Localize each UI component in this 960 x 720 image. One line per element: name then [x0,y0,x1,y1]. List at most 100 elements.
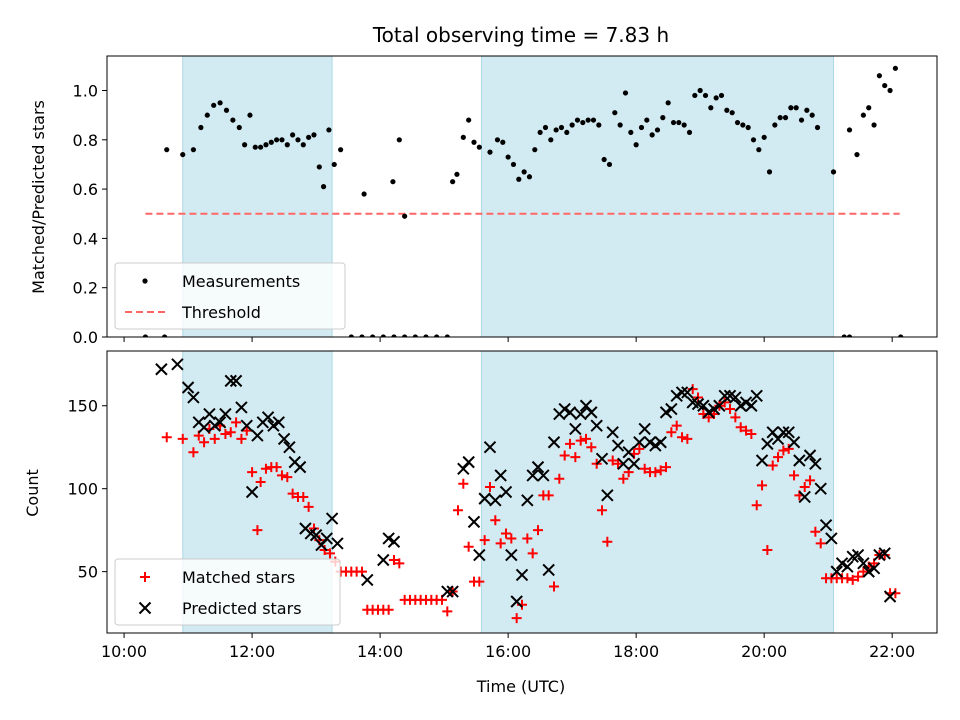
x-tick-label: 16:00 [485,642,531,661]
matched-stars-point [543,490,554,501]
predicted-stars-point [713,399,726,412]
predicted-stars-point [745,399,758,412]
measurement-point [211,102,217,108]
measurement-point [402,213,408,219]
x-tick-label: 18:00 [613,642,659,661]
matched-stars-point [511,613,522,624]
measurement-point [660,115,666,121]
x-tick-label: 22:00 [869,642,915,661]
predicted-stars-point [224,374,237,388]
matched-stars-point [241,425,252,436]
matched-stars-point [209,433,220,444]
predicted-stars-point [331,537,344,550]
measurement-point [316,164,322,170]
predicted-stars-point [755,454,769,467]
matched-stars-point [559,450,570,461]
measurement-point [204,112,210,118]
matched-stars-point [231,417,242,428]
measurement-point [505,154,511,160]
predicted-stars-point [814,482,827,495]
measurement-point [359,334,365,337]
measurement-point [638,124,645,131]
predicted-stars-point [229,374,243,388]
matched-stars-point [220,428,231,439]
matched-stars-point [666,427,677,438]
matched-stars-point [500,528,511,539]
legend-matched-marker [140,572,150,582]
matched-stars-point [858,566,869,577]
predicted-stars-point [219,407,232,421]
predicted-stars-point [563,406,577,419]
measurement-point [268,139,274,145]
matched-stars-point [730,412,741,423]
measurement-point [164,147,170,153]
predicted-stars-point [377,553,390,567]
measurement-point [617,122,623,128]
predicted-stars-point [181,381,195,394]
matched-stars-point [255,477,266,488]
predicted-stars-point [261,411,275,424]
predicted-stars-point [857,557,870,570]
predicted-stars-point [521,494,534,507]
predicted-stars-point [171,358,184,371]
measurement-point [686,129,693,136]
predicted-stars-point [878,547,891,560]
matched-stars-point [271,462,282,473]
measurement-point [306,134,312,140]
measurement-point [444,334,450,337]
predicted-stars-point [595,452,609,466]
predicted-stars-point [203,407,216,421]
matched-stars-point [394,558,405,569]
matched-stars-point [650,467,661,478]
bottom-y-axis-label: Count [23,469,42,517]
matched-stars-point [442,606,453,617]
measurement-point [279,137,285,143]
predicted-stars-point [197,421,211,434]
measurement-point [242,142,248,148]
matched-stars-point [853,571,864,582]
matched-stars-point [602,536,613,547]
matched-stars-point [570,452,581,463]
measurement-point [434,334,440,337]
measurement-point [846,334,853,337]
predicted-stars-point [537,469,550,482]
measurement-point [236,124,242,131]
matched-stars-point [575,435,586,446]
measurement-point [860,112,866,118]
measurement-point [644,117,650,123]
predicted-stars-point [499,485,513,499]
measurement-point [871,122,877,128]
measurement-point [756,147,762,153]
measurement-point [713,95,719,101]
bottom-y-tick-label: 150 [67,397,98,416]
predicted-stars-point [542,563,555,577]
predicted-stars-point [654,436,667,449]
predicted-stars-point [283,441,296,454]
measurement-point [331,161,337,168]
measurement-point [740,122,746,128]
measurement-point [320,184,327,190]
measurement-point [510,161,517,168]
predicted-stars-point [675,386,689,399]
predicted-stars-point [841,560,854,573]
legend-measurements-marker [142,278,148,284]
measurement-point [396,137,402,143]
legend-label: Predicted stars [182,599,302,618]
predicted-stars-point [515,568,529,582]
matched-stars-point [188,447,199,458]
predicted-stars-point [235,401,248,414]
matched-stars-point [388,555,399,566]
top-y-tick-label: 0.4 [73,229,98,248]
predicted-stars-point [441,585,454,598]
measurement-point [898,334,904,337]
matched-stars-point [746,428,757,439]
measurement-point [460,134,466,140]
measurement-point [846,127,853,133]
predicted-stars-point [718,389,731,402]
measurement-point [622,90,629,96]
measurement-point [370,334,376,337]
predicted-stars-point [531,460,545,474]
predicted-stars-point [462,455,475,469]
measurement-point [190,147,197,153]
measurement-point [338,147,344,153]
